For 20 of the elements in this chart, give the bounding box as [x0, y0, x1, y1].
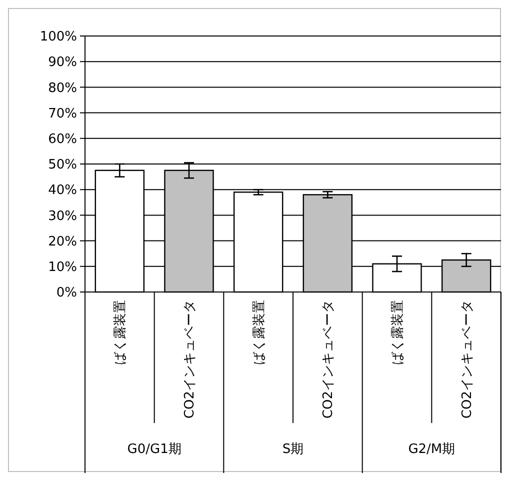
- x-tick-label: CO2インキュベータ: [321, 300, 336, 419]
- y-tick-label: 0%: [56, 286, 77, 301]
- x-tick-label: CO2インキュベータ: [182, 300, 198, 419]
- x-tick-label: ばく露装置: [252, 300, 267, 365]
- y-tick-label: 20%: [48, 234, 77, 250]
- text: G0/G1期: [127, 442, 182, 458]
- y-tick-label: 30%: [48, 208, 77, 224]
- y-tick-label: 100%: [40, 30, 77, 45]
- x-tick-label: CO2インキュベータ: [460, 300, 475, 419]
- x-tick-label: ばく露装置: [390, 300, 406, 365]
- y-tick-label: 70%: [48, 106, 77, 122]
- text: S期: [282, 442, 304, 458]
- y-tick-label: 40%: [48, 183, 77, 198]
- y-tick-label: 80%: [48, 80, 77, 96]
- y-tick-label: 60%: [48, 132, 77, 147]
- y-tick-label: 50%: [48, 158, 77, 173]
- y-tick-label: 90%: [48, 55, 77, 70]
- text: G2/M期: [408, 442, 456, 458]
- y-tick-label: 10%: [48, 260, 77, 275]
- x-tick-label: ばく露装置: [113, 300, 128, 365]
